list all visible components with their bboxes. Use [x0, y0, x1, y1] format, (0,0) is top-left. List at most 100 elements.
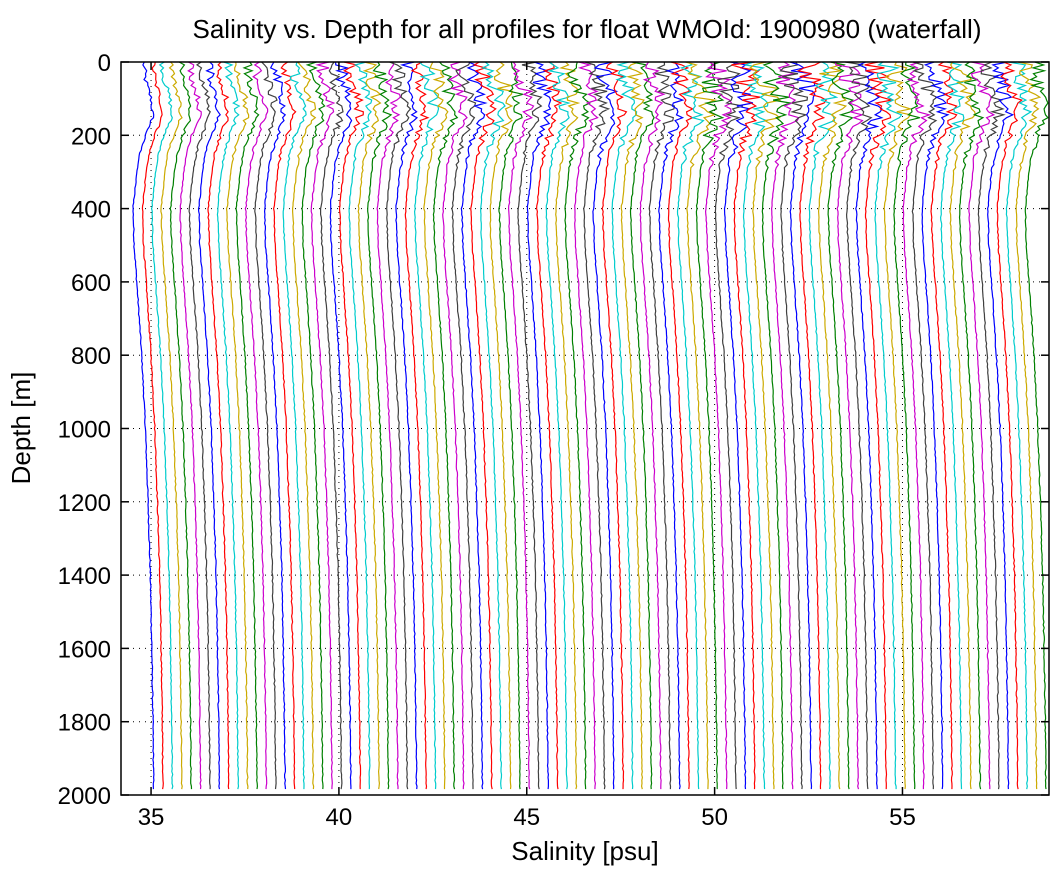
y-tick-label: 600 — [71, 270, 111, 297]
profile-line-48 — [574, 61, 599, 790]
grid-layer — [121, 62, 1049, 795]
profile-line-8 — [197, 61, 221, 790]
profiles-layer — [132, 61, 1049, 790]
profile-line-67 — [749, 61, 782, 790]
profile-line-13 — [244, 61, 269, 790]
profile-line-34 — [442, 61, 468, 790]
profile-line-86 — [930, 61, 958, 790]
profile-line-51 — [601, 61, 628, 790]
profile-line-32 — [423, 61, 449, 790]
profile-line-10 — [216, 61, 241, 790]
profile-line-14 — [254, 61, 278, 790]
x-tick-label: 55 — [889, 804, 916, 831]
profile-line-77 — [845, 61, 873, 790]
profile-line-90 — [968, 61, 996, 790]
profile-line-2 — [141, 61, 164, 790]
plot-frame — [120, 61, 1050, 796]
y-tick-label: 1000 — [58, 417, 111, 444]
profile-line-92 — [986, 61, 1015, 790]
profile-line-84 — [911, 61, 938, 790]
profile-line-27 — [376, 61, 401, 790]
y-tick-label: 1800 — [58, 710, 111, 737]
y-tick-label: 1200 — [58, 490, 111, 517]
profile-line-31 — [413, 61, 440, 790]
profile-line-65 — [731, 61, 761, 790]
profile-line-87 — [939, 61, 966, 790]
profile-line-66 — [742, 61, 769, 790]
x-tick-label: 45 — [513, 804, 540, 831]
profile-line-82 — [893, 61, 920, 790]
profile-line-49 — [583, 61, 611, 790]
profile-line-12 — [235, 61, 260, 790]
profile-line-6 — [179, 61, 202, 790]
profile-line-61 — [695, 61, 725, 790]
profile-line-58 — [667, 61, 695, 790]
profile-line-72 — [796, 61, 828, 790]
profile-line-18 — [292, 61, 317, 790]
profile-line-53 — [620, 61, 645, 790]
profile-line-3 — [150, 61, 174, 790]
profile-line-15 — [263, 61, 287, 790]
profile-line-25 — [357, 61, 382, 790]
profile-line-55 — [639, 61, 666, 790]
profile-line-7 — [188, 61, 211, 790]
x-tick-label: 35 — [138, 804, 165, 831]
profile-line-70 — [779, 61, 809, 790]
profile-line-60 — [685, 61, 718, 790]
profile-line-56 — [648, 61, 676, 790]
profile-line-69 — [770, 61, 800, 790]
y-tick-label: 0 — [98, 50, 111, 77]
x-tick-label: 40 — [326, 804, 353, 831]
profile-line-63 — [714, 61, 743, 790]
profile-line-46 — [555, 61, 581, 790]
profile-line-28 — [386, 61, 412, 790]
profile-line-85 — [921, 61, 950, 790]
profile-line-80 — [874, 61, 903, 790]
profile-line-74 — [817, 61, 848, 790]
profile-line-76 — [834, 61, 865, 790]
profile-line-21 — [320, 61, 344, 790]
y-tick-label: 1600 — [58, 636, 111, 663]
profile-line-20 — [310, 61, 336, 790]
profile-line-62 — [704, 61, 733, 790]
y-tick-label: 1400 — [58, 563, 111, 590]
profile-line-83 — [902, 61, 932, 790]
profile-line-75 — [827, 61, 854, 790]
profile-line-96 — [1024, 61, 1049, 790]
profile-line-11 — [225, 61, 250, 790]
profile-line-36 — [460, 61, 488, 790]
profile-line-73 — [808, 61, 839, 790]
profile-line-29 — [395, 61, 419, 790]
profile-line-95 — [1015, 61, 1042, 790]
profile-line-40 — [498, 61, 524, 790]
profile-line-1 — [132, 61, 155, 790]
profile-line-78 — [855, 61, 884, 790]
profile-line-47 — [564, 61, 591, 790]
profile-line-57 — [658, 61, 685, 790]
y-tick-label: 200 — [71, 123, 111, 150]
profile-line-45 — [545, 61, 571, 790]
profile-line-23 — [338, 61, 364, 790]
profile-line-17 — [282, 61, 307, 790]
profile-line-19 — [301, 61, 326, 790]
profile-line-81 — [883, 61, 913, 790]
y-tick-label: 800 — [71, 343, 111, 370]
profile-line-37 — [470, 61, 497, 790]
profile-line-88 — [949, 61, 976, 790]
profile-line-41 — [507, 61, 535, 790]
profile-line-35 — [451, 61, 477, 790]
profile-line-30 — [404, 61, 430, 790]
y-tick-label: 400 — [71, 197, 111, 224]
profile-line-24 — [348, 61, 373, 790]
profile-line-59 — [676, 61, 705, 790]
profile-line-42 — [517, 61, 543, 790]
profile-line-89 — [958, 61, 985, 790]
profile-line-52 — [611, 61, 638, 790]
profile-line-38 — [480, 61, 506, 790]
profile-line-22 — [329, 61, 353, 790]
profile-line-16 — [272, 61, 297, 790]
chart-title: Salinity vs. Depth for all profiles for … — [193, 14, 982, 44]
x-axis-label: Salinity [psu] — [511, 836, 658, 866]
